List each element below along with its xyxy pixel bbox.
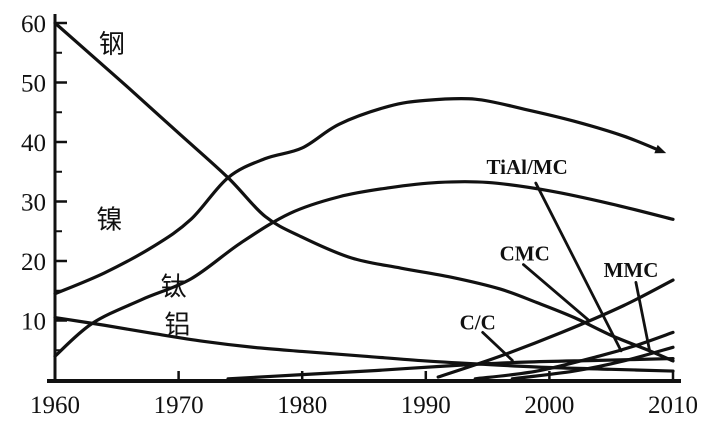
x-tick-label: 1960 — [30, 392, 80, 419]
curve-steel — [53, 21, 675, 363]
series-label-steel: 钢 — [99, 30, 125, 59]
x-tick-label: 1990 — [401, 392, 451, 419]
curve-cmc — [436, 278, 675, 379]
y-tick-label: 30 — [21, 190, 46, 217]
curve-cc — [226, 356, 675, 381]
y-tick-label: 60 — [21, 11, 46, 38]
curve-nickel — [53, 96, 663, 296]
series-label-titanium: 钛 — [161, 273, 187, 302]
leader-line-mmc — [634, 281, 651, 352]
annotation-label-tial-mc: TiAl/MC — [487, 155, 568, 179]
curve-titanium — [53, 180, 675, 358]
series-label-nickel: 镍 — [96, 205, 122, 234]
leader-line-cc — [481, 330, 514, 362]
y-tick-label: 50 — [21, 71, 46, 98]
y-tick-label: 10 — [21, 309, 46, 336]
x-tick-label: 2010 — [648, 392, 698, 419]
series-label-aluminum: 铝 — [164, 311, 190, 340]
annotation-label-cc: C/C — [460, 310, 496, 334]
x-tick-label: 2000 — [524, 392, 574, 419]
annotation-label-mmc: MMC — [604, 258, 659, 282]
y-tick-label: 40 — [21, 130, 46, 157]
curve-mmc — [510, 345, 675, 381]
x-tick-label: 1970 — [154, 392, 204, 419]
x-tick-label: 1980 — [277, 392, 327, 419]
leader-line-tial-mc — [534, 181, 623, 353]
curve-end-arrow-nickel — [654, 144, 667, 154]
annotation-label-cmc: CMC — [500, 241, 550, 265]
leader-line-cmc — [522, 263, 591, 322]
y-tick-label: 20 — [21, 249, 46, 276]
